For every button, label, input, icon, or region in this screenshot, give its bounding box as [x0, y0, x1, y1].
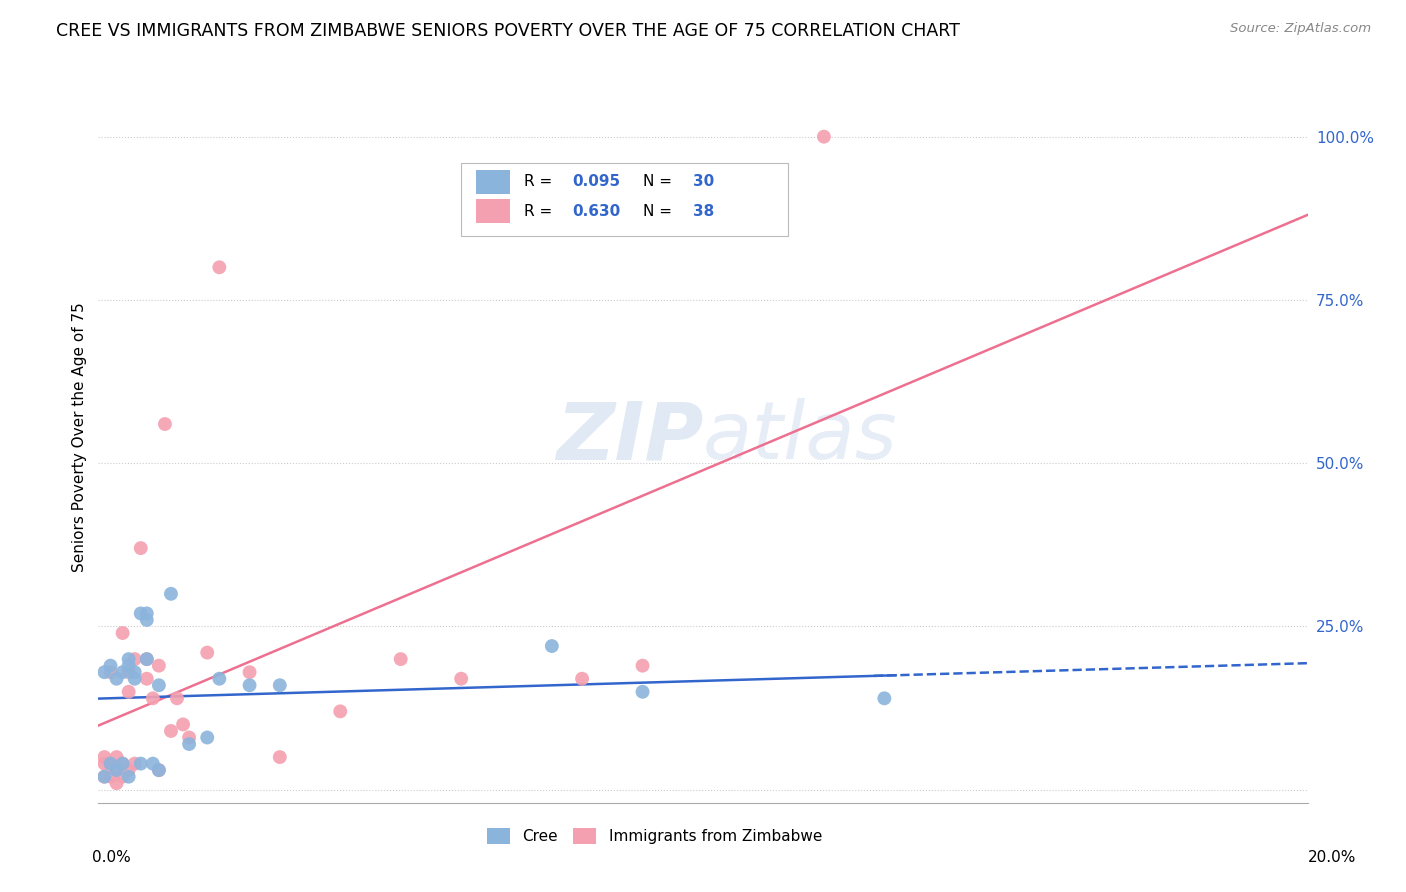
Point	[124, 665, 146, 680]
Text: Source: ZipAtlas.com: Source: ZipAtlas.com	[1230, 22, 1371, 36]
Point	[93, 770, 115, 784]
Point	[148, 678, 170, 692]
Point	[148, 658, 170, 673]
Point	[135, 607, 157, 621]
Text: R =: R =	[524, 174, 557, 189]
Point	[129, 541, 152, 555]
Point	[105, 763, 128, 777]
Point	[124, 672, 146, 686]
Point	[100, 658, 122, 673]
Point	[813, 129, 835, 144]
Point	[93, 756, 115, 771]
Point	[166, 691, 188, 706]
Y-axis label: Seniors Poverty Over the Age of 75: Seniors Poverty Over the Age of 75	[72, 302, 87, 572]
Point	[111, 756, 134, 771]
Text: N =: N =	[643, 174, 676, 189]
Point	[93, 665, 115, 680]
Point	[118, 763, 141, 777]
Point	[105, 763, 128, 777]
Point	[118, 770, 141, 784]
Point	[111, 665, 134, 680]
Point	[631, 658, 654, 673]
Point	[100, 756, 122, 771]
Bar	[461, 162, 787, 235]
Point	[329, 705, 352, 719]
Point	[571, 672, 593, 686]
Point	[142, 756, 165, 771]
Point	[631, 685, 654, 699]
Point	[142, 691, 165, 706]
Point	[105, 776, 128, 790]
Text: 0.095: 0.095	[572, 174, 620, 189]
Point	[129, 607, 152, 621]
Point	[129, 756, 152, 771]
Point	[124, 652, 146, 666]
Point	[135, 613, 157, 627]
Bar	[475, 170, 509, 194]
Point	[111, 626, 134, 640]
Point	[124, 756, 146, 771]
Point	[105, 672, 128, 686]
Point	[105, 750, 128, 764]
Point	[118, 665, 141, 680]
Point	[111, 756, 134, 771]
Point	[172, 717, 194, 731]
Point	[540, 639, 562, 653]
Point	[179, 731, 201, 745]
Point	[135, 672, 157, 686]
Point	[389, 652, 412, 666]
Point	[148, 763, 170, 777]
Text: atlas: atlas	[703, 398, 898, 476]
Point	[100, 770, 122, 784]
Point	[195, 731, 218, 745]
Text: R =: R =	[524, 203, 557, 219]
Point	[873, 691, 896, 706]
Point	[100, 665, 122, 680]
Point	[160, 723, 183, 738]
Point	[179, 737, 201, 751]
Text: 38: 38	[693, 203, 714, 219]
Point	[118, 685, 141, 699]
Point	[135, 652, 157, 666]
Point	[100, 756, 122, 771]
Text: 0.630: 0.630	[572, 203, 620, 219]
Point	[118, 652, 141, 666]
Legend: Cree, Immigrants from Zimbabwe: Cree, Immigrants from Zimbabwe	[481, 822, 828, 850]
Text: 0.0%: 0.0%	[93, 850, 131, 865]
Text: 20.0%: 20.0%	[1308, 850, 1355, 865]
Point	[111, 770, 134, 784]
Point	[160, 587, 183, 601]
Point	[239, 665, 262, 680]
Bar	[475, 200, 509, 223]
Point	[208, 672, 231, 686]
Point	[118, 658, 141, 673]
Text: ZIP: ZIP	[555, 398, 703, 476]
Point	[148, 763, 170, 777]
Point	[93, 770, 115, 784]
Point	[195, 646, 218, 660]
Point	[208, 260, 231, 275]
Point	[135, 652, 157, 666]
Text: 30: 30	[693, 174, 714, 189]
Point	[153, 417, 176, 431]
Point	[450, 672, 472, 686]
Text: CREE VS IMMIGRANTS FROM ZIMBABWE SENIORS POVERTY OVER THE AGE OF 75 CORRELATION : CREE VS IMMIGRANTS FROM ZIMBABWE SENIORS…	[56, 22, 960, 40]
Point	[93, 750, 115, 764]
Point	[269, 678, 291, 692]
Point	[239, 678, 262, 692]
Point	[269, 750, 291, 764]
Text: N =: N =	[643, 203, 676, 219]
